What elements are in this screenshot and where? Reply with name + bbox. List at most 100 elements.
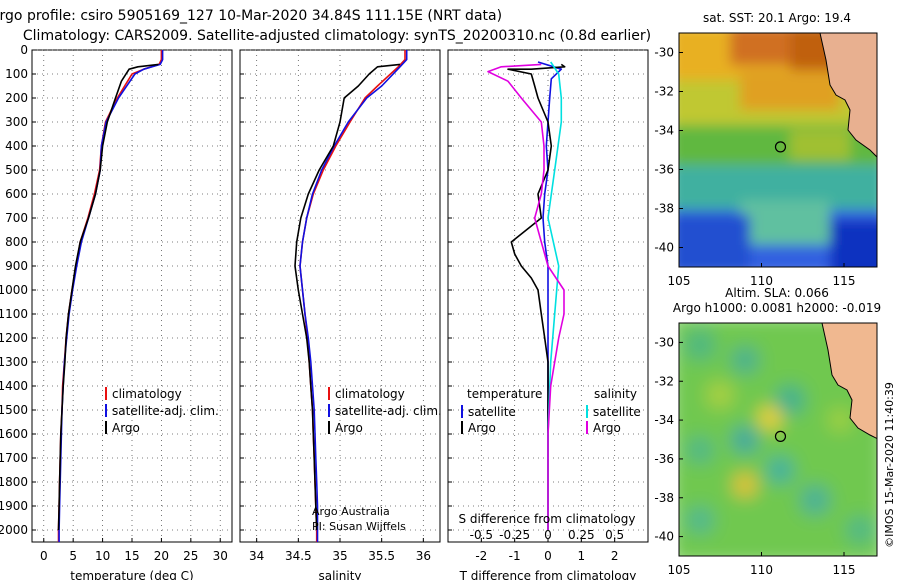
map-x-tick-label: 105	[668, 563, 691, 577]
depth-tick-label: 900	[5, 259, 28, 273]
s-tick-label: 0.25	[568, 528, 595, 542]
map-y-tick-label: -36	[654, 452, 674, 466]
legend-mark-satellite	[328, 404, 330, 417]
depth-tick-label: 800	[5, 235, 28, 249]
x-tick-label: 34.5	[285, 549, 312, 563]
temperature-panel: 0 5 10 15 20 25 30 temperature (deg C)	[31, 49, 233, 583]
legend-label-t-satellite: satellite	[468, 405, 516, 419]
sla-map-subtitle: Argo h1000: 0.0081 h2000: -0.019	[673, 301, 881, 315]
x-tick-label: 30	[213, 549, 228, 563]
x-tick-label: 36	[416, 549, 431, 563]
legend-mark-t-satellite	[461, 405, 463, 418]
sst-map	[679, 33, 877, 267]
legend-label-t-argo: Argo	[468, 421, 496, 435]
map-y-tick-label: -34	[654, 413, 674, 427]
sst-map-axes: 105 110 115 -30 -32 -34 -36 -38 -40	[654, 46, 855, 289]
depth-axis: 0 100 200 300 400 500 600 700 800 900 1000 1100 1200…	[0, 43, 28, 537]
depth-tick-label: 100	[5, 67, 28, 81]
sla-map-title: Altim. SLA: 0.066	[725, 286, 829, 300]
map-y-tick-label: -30	[654, 335, 674, 349]
x-axis-label: T difference from climatology	[459, 569, 637, 580]
series-line-s-satellite	[547, 61, 563, 530]
legend-mark-climatology	[328, 387, 330, 400]
legend-label-satellite: satellite-adj. clim.	[335, 404, 442, 418]
sla-coastline	[821, 323, 877, 440]
depth-tick-label: 700	[5, 211, 28, 225]
depth-tick-label: 1200	[0, 331, 28, 345]
x-tick-label: 1	[578, 549, 586, 563]
legend-mark-climatology	[105, 387, 107, 400]
x-tick-label: 10	[95, 549, 110, 563]
depth-tick-label: 1400	[0, 379, 28, 393]
x-tick-label: 0	[544, 549, 552, 563]
sla-map-frame	[678, 322, 878, 557]
map-x-tick-label: 105	[668, 274, 691, 288]
x-tick-label: 34	[249, 549, 264, 563]
x-tick-label: 5	[69, 549, 77, 563]
series-line-satellite-adj-clim-	[58, 50, 164, 542]
map-x-tick-label: 115	[833, 563, 856, 577]
series-line-argo	[57, 63, 159, 531]
series-line-t-argo	[507, 63, 566, 530]
x-tick-label: 0	[40, 549, 48, 563]
legend-mark-s-argo	[586, 421, 588, 434]
map-y-tick-label: -38	[654, 491, 674, 505]
map-y-tick-label: -34	[654, 124, 674, 138]
legend-mark-satellite	[105, 404, 107, 417]
s-tick-label: -0.25	[499, 528, 530, 542]
sst-map-frame	[678, 32, 878, 268]
depth-tick-label: 600	[5, 187, 28, 201]
difference-legend-temperature: temperature satellite Argo	[461, 387, 542, 435]
series-line-climatology	[57, 50, 163, 542]
depth-tick-label: 1600	[0, 427, 28, 441]
series-line-t-satellite	[537, 61, 563, 530]
map-y-tick-label: -32	[654, 85, 674, 99]
legend-label-argo: Argo	[112, 421, 140, 435]
depth-tick-label: 0	[20, 43, 28, 57]
legend-label-s-argo: Argo	[593, 421, 621, 435]
x-axis-label: temperature (deg C)	[70, 569, 193, 580]
depth-tick-label: 1500	[0, 403, 28, 417]
x-tick-label: -1	[509, 549, 521, 563]
annotation-pi: PI: Susan Wijffels	[312, 520, 406, 533]
title-line-1: Argo profile: csiro 5905169_127 10-Mar-2…	[0, 8, 502, 24]
x-tick-label: 15	[124, 549, 139, 563]
x-tick-label: 2	[611, 549, 619, 563]
salinity-legend: climatology satellite-adj. clim. Argo Ar…	[312, 387, 442, 533]
series-line-argo	[294, 63, 401, 531]
s-difference-label: S difference from climatology	[459, 512, 636, 526]
s-tick-label: -0.5	[470, 528, 493, 542]
map-x-tick-label: 115	[833, 274, 856, 288]
depth-tick-label: 1000	[0, 283, 28, 297]
x-tick-label: 25	[183, 549, 198, 563]
map-y-tick-label: -40	[654, 241, 674, 255]
sla-argo-marker	[774, 430, 787, 442]
depth-tick-label: 1300	[0, 355, 28, 369]
legend-mark-s-satellite	[586, 405, 588, 418]
s-tick-label: 0.5	[605, 528, 624, 542]
map-y-tick-label: -40	[654, 530, 674, 544]
map-x-tick-label: 110	[750, 274, 773, 288]
depth-tick-label: 300	[5, 115, 28, 129]
depth-tick-label: 1700	[0, 451, 28, 465]
sst-coastline	[819, 33, 877, 158]
map-x-tick-label: 110	[750, 563, 773, 577]
legend-title-temperature: temperature	[467, 387, 542, 401]
map-y-tick-label: -36	[654, 163, 674, 177]
legend-label-climatology: climatology	[112, 387, 182, 401]
map-y-tick-label: -30	[654, 46, 674, 60]
legend-title-salinity: salinity	[594, 387, 637, 401]
legend-mark-t-argo	[461, 421, 463, 434]
sst-land	[820, 33, 877, 157]
sla-land	[822, 323, 877, 439]
x-axis-label: salinity	[318, 569, 361, 580]
sst-map-title: sat. SST: 20.1 Argo: 19.4	[703, 11, 851, 25]
legend-label-s-satellite: satellite	[593, 405, 641, 419]
sst-argo-marker	[774, 141, 787, 153]
legend-mark-argo	[328, 421, 330, 434]
map-y-tick-label: -38	[654, 202, 674, 216]
legend-label-satellite: satellite-adj. clim.	[112, 404, 219, 418]
x-tick-label: 20	[154, 549, 169, 563]
